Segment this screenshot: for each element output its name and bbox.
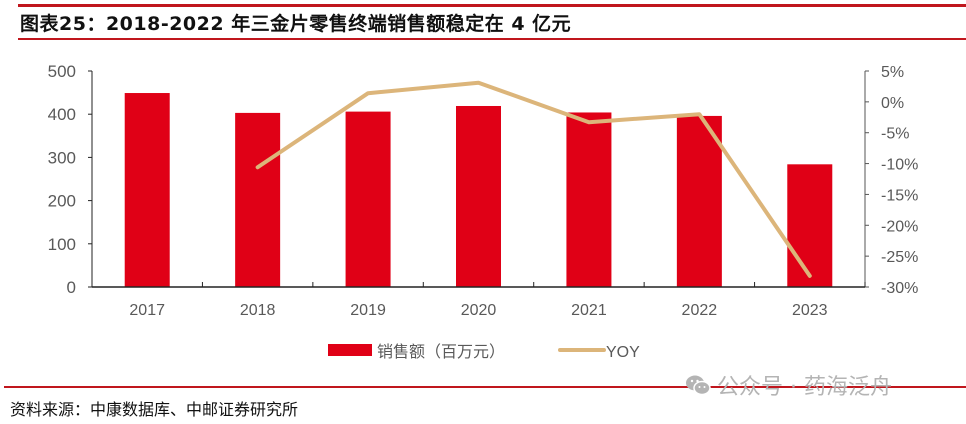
left-tick-label: 200 xyxy=(48,192,76,211)
bar-2023 xyxy=(787,164,833,287)
watermark: 公众号 · 药海泛舟 xyxy=(685,369,892,401)
right-tick-label: -5% xyxy=(881,126,909,143)
right-tick-label: 0% xyxy=(881,95,904,112)
x-tick-label: 2019 xyxy=(350,302,386,319)
right-tick-label: -25% xyxy=(881,249,918,266)
bar-2021 xyxy=(566,112,612,287)
right-tick-label: -15% xyxy=(881,187,918,204)
x-tick-label: 2020 xyxy=(461,302,497,319)
legend-label-sales: 销售额（百万元） xyxy=(377,343,505,361)
bar-2022 xyxy=(676,115,722,287)
legend-label-yoy: YOY xyxy=(606,344,640,361)
source-note: 资料来源：中康数据库、中邮证券研究所 xyxy=(10,400,299,419)
right-tick-label: -30% xyxy=(881,280,918,297)
x-tick-label: 2017 xyxy=(129,302,165,319)
x-tick-label: 2022 xyxy=(682,302,718,319)
left-tick-label: 300 xyxy=(48,148,76,167)
bar-2019 xyxy=(345,111,391,287)
wechat-icon xyxy=(685,374,711,396)
line-series xyxy=(255,80,812,278)
x-tick-label: 2023 xyxy=(792,302,828,319)
bar-2017 xyxy=(124,93,170,287)
yoy-line xyxy=(255,80,812,278)
axes: 0 100 200 300 400 500 5% 0% -5% -10% -15% -20% -25% -… xyxy=(48,62,919,319)
bar-series xyxy=(124,93,833,288)
left-tick-label: 500 xyxy=(48,62,76,81)
watermark-text: 公众号 · 药海泛舟 xyxy=(717,375,892,400)
figure-title: 图表25：2018-2022 年三金片零售终端销售额稳定在 4 亿元 xyxy=(20,13,572,35)
right-tick-label: -10% xyxy=(881,157,918,174)
left-tick-label: 100 xyxy=(48,235,76,254)
title-bottom-rule xyxy=(18,38,966,40)
right-tick-label: 5% xyxy=(881,64,904,81)
legend: 销售额（百万元） YOY xyxy=(328,343,640,361)
left-tick-label: 0 xyxy=(67,278,76,297)
x-tick-label: 2021 xyxy=(571,302,607,319)
x-tick-label: 2018 xyxy=(240,302,276,319)
left-tick-label: 400 xyxy=(48,105,76,124)
legend-swatch-sales xyxy=(328,344,372,356)
title-top-rule xyxy=(18,4,966,7)
right-tick-label: -20% xyxy=(881,218,918,235)
bar-2020 xyxy=(456,105,501,287)
bar-2018 xyxy=(235,112,281,288)
footer-rule xyxy=(4,386,966,388)
